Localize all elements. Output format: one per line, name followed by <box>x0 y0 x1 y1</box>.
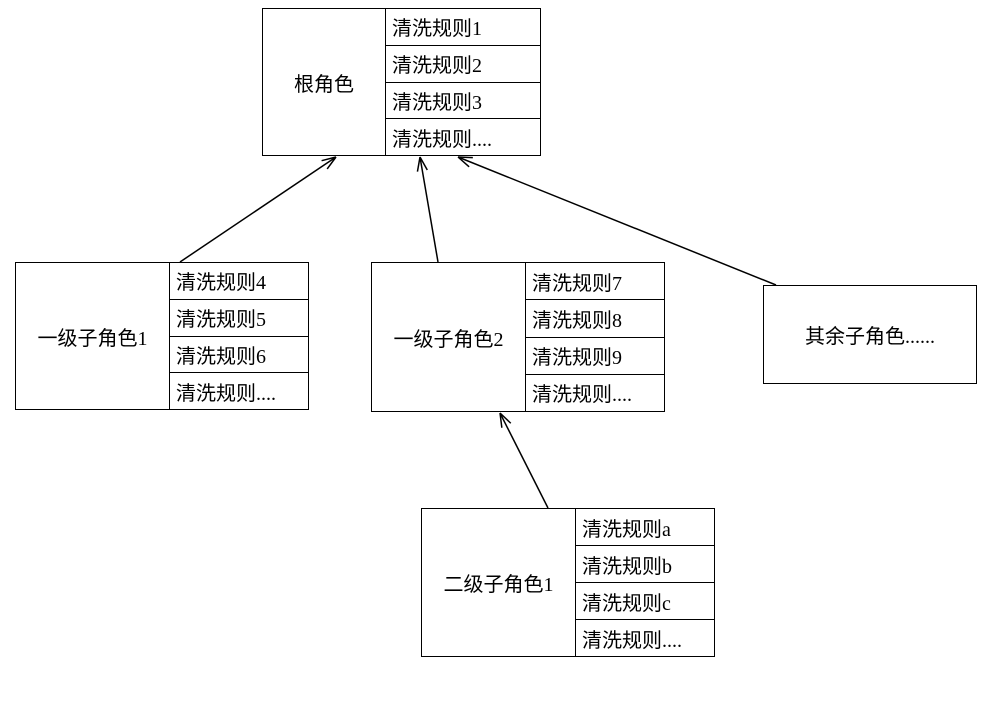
node-root-role: 根角色 清洗规则1 清洗规则2 清洗规则3 清洗规则.... <box>262 8 541 156</box>
rule-item: 清洗规则.... <box>526 375 664 411</box>
rule-item: 清洗规则5 <box>170 300 308 337</box>
rule-item: 清洗规则8 <box>526 300 664 337</box>
node-root-rules: 清洗规则1 清洗规则2 清洗规则3 清洗规则.... <box>386 9 540 155</box>
node-level2-child1-label: 二级子角色1 <box>422 509 576 656</box>
node-level1-child2-label: 一级子角色2 <box>372 263 526 411</box>
rule-item: 清洗规则b <box>576 546 714 583</box>
rule-item: 清洗规则6 <box>170 337 308 374</box>
rule-item: 清洗规则7 <box>526 263 664 300</box>
rule-item: 清洗规则1 <box>386 9 540 46</box>
node-level1-child1-rules: 清洗规则4 清洗规则5 清洗规则6 清洗规则.... <box>170 263 308 409</box>
rule-item: 清洗规则.... <box>170 373 308 409</box>
node-level1-child1: 一级子角色1 清洗规则4 清洗规则5 清洗规则6 清洗规则.... <box>15 262 309 410</box>
rule-item: 清洗规则.... <box>576 620 714 656</box>
node-level2-child1: 二级子角色1 清洗规则a 清洗规则b 清洗规则c 清洗规则.... <box>421 508 715 657</box>
rule-item: 清洗规则c <box>576 583 714 620</box>
rule-item: 清洗规则a <box>576 509 714 546</box>
rule-item: 清洗规则2 <box>386 46 540 83</box>
node-other-children: 其余子角色...... <box>763 285 977 384</box>
node-level1-child2: 一级子角色2 清洗规则7 清洗规则8 清洗规则9 清洗规则.... <box>371 262 665 412</box>
rule-item: 清洗规则.... <box>386 119 540 155</box>
diagram-stage: 根角色 清洗规则1 清洗规则2 清洗规则3 清洗规则.... 一级子角色1 清洗… <box>0 0 1000 702</box>
rule-item: 清洗规则4 <box>170 263 308 300</box>
node-level2-child1-rules: 清洗规则a 清洗规则b 清洗规则c 清洗规则.... <box>576 509 714 656</box>
node-root-label: 根角色 <box>263 9 386 155</box>
node-level1-child1-label: 一级子角色1 <box>16 263 170 409</box>
rule-item: 清洗规则3 <box>386 83 540 120</box>
node-level1-child2-rules: 清洗规则7 清洗规则8 清洗规则9 清洗规则.... <box>526 263 664 411</box>
node-other-label: 其余子角色...... <box>805 320 935 349</box>
rule-item: 清洗规则9 <box>526 338 664 375</box>
